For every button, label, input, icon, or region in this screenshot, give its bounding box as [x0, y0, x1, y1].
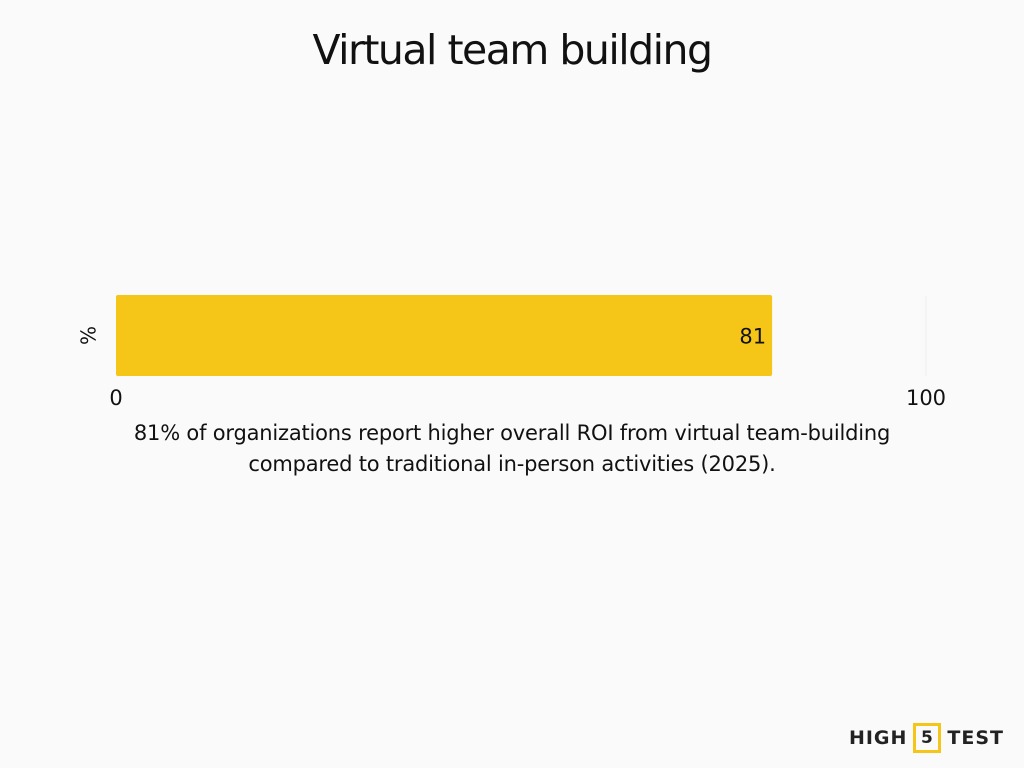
bar-value-label: 81: [739, 325, 766, 349]
x-tick-label: 0: [109, 386, 122, 410]
chart-caption: 81% of organizations report higher overa…: [133, 421, 891, 476]
high5test-logo: HIGH 5 TEST: [848, 723, 1004, 753]
logo-text-right: TEST: [947, 727, 1004, 749]
bar-0: [116, 295, 773, 376]
logo-number-box: 5: [913, 723, 942, 753]
logo-text-left: HIGH: [848, 727, 908, 749]
category-label: %: [77, 326, 101, 345]
x-tick-label: 100: [906, 386, 946, 410]
chart-title: Virtual team building: [312, 26, 713, 74]
